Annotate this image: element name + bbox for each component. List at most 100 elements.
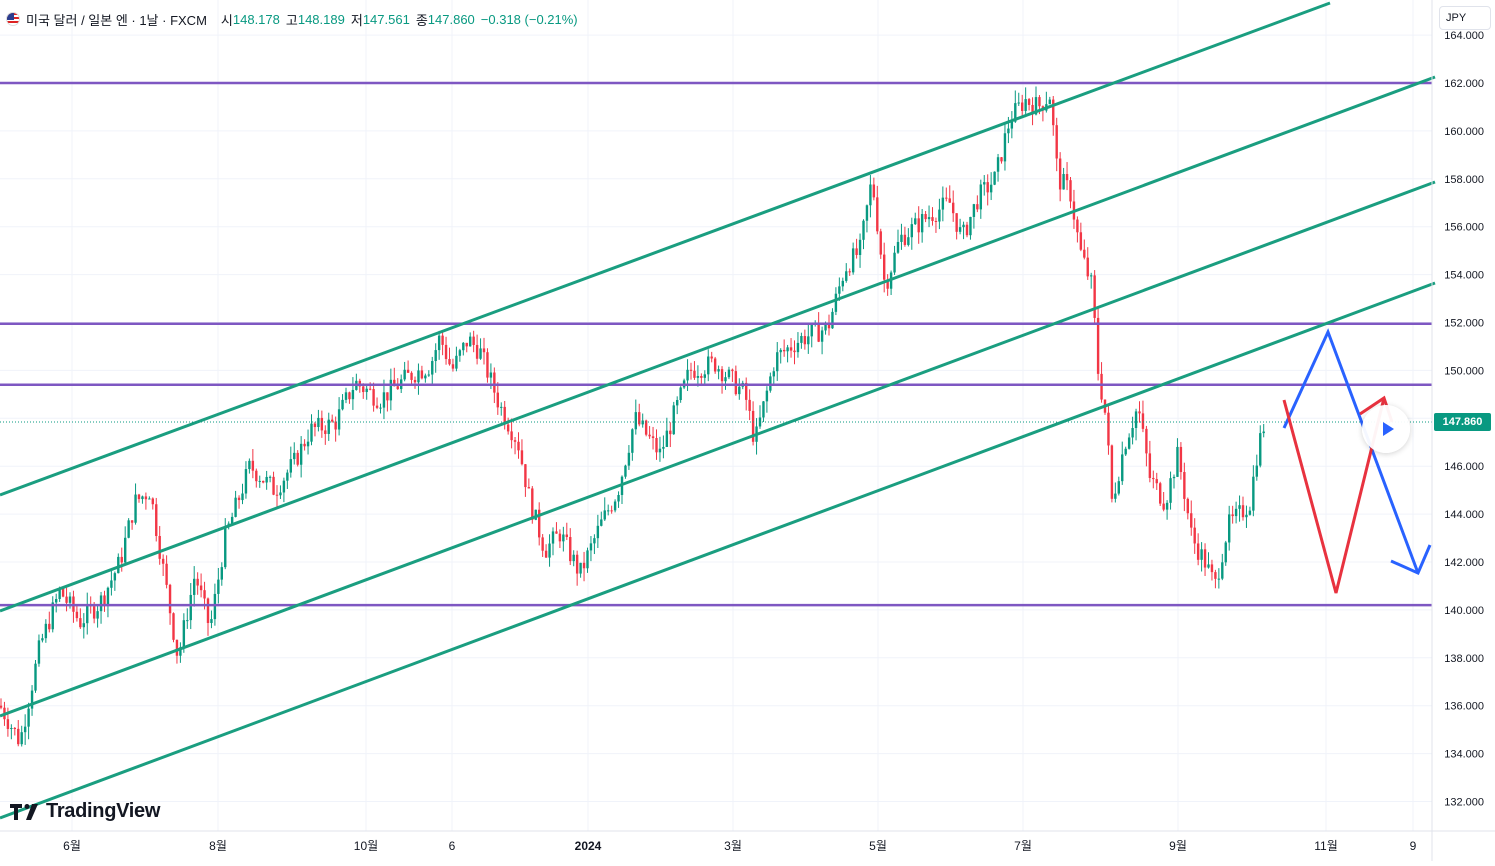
candle-body (258, 480, 261, 482)
candle-body (927, 217, 931, 220)
candle-body (296, 452, 299, 465)
candle-body (224, 526, 227, 568)
price-tick-label: 162.000 (1444, 78, 1484, 90)
candle-body (679, 387, 682, 401)
candle-body (441, 335, 444, 345)
candle-body (1141, 413, 1145, 429)
candle-body (289, 459, 292, 473)
candle-body (820, 330, 824, 342)
candle-body (0, 705, 3, 708)
horizontal-levels (0, 81, 1432, 607)
candle-body (969, 216, 972, 236)
candle-body (834, 293, 838, 312)
price-tick-label: 134.000 (1444, 749, 1484, 761)
candle-body (303, 443, 306, 447)
candle-body (745, 382, 748, 400)
candle-body (17, 728, 20, 745)
price-tick-label: 132.000 (1444, 797, 1484, 809)
candle-body (262, 480, 265, 483)
candle-body (593, 538, 596, 544)
candle-body (1131, 428, 1134, 438)
price-tick-label: 142.000 (1444, 557, 1484, 569)
candle-body (1065, 174, 1069, 181)
candle-body (841, 280, 844, 287)
candle-body (1207, 564, 1210, 568)
candle-body (934, 220, 938, 222)
candle-body (1152, 477, 1155, 480)
candle-body (130, 520, 134, 523)
candle-body (862, 220, 865, 240)
candle-body (644, 420, 648, 435)
candle-body (1090, 275, 1093, 277)
candle-body (748, 399, 751, 411)
candle-body (1048, 99, 1051, 105)
candle-body (989, 184, 993, 193)
channel-line-upper[interactable] (0, 1, 1331, 497)
candle-body (286, 472, 289, 481)
low-label: 저 (350, 12, 363, 28)
candle-body (717, 369, 720, 372)
candle-body (1100, 373, 1103, 400)
candle-body (372, 389, 375, 406)
candle-body (469, 336, 472, 347)
price-tick-label: 152.000 (1444, 318, 1484, 330)
candle-body (624, 465, 627, 477)
candle-body (1093, 275, 1096, 318)
candle-body (241, 493, 244, 501)
candle-body (886, 279, 889, 289)
candle-body (1138, 411, 1141, 414)
candle-body (1210, 564, 1214, 573)
candle-body (417, 370, 420, 383)
candle-body (475, 344, 479, 359)
candle-body (696, 376, 700, 378)
channel-line-3[interactable] (0, 180, 1436, 718)
candle-body (1010, 121, 1014, 129)
time-tick-label: 2024 (575, 839, 602, 853)
candle-body (851, 248, 855, 273)
channel-line-2[interactable] (0, 75, 1436, 613)
blue-projection-path[interactable] (1282, 328, 1420, 574)
candle-body (1096, 317, 1100, 374)
candle-body (51, 602, 54, 630)
candle-body (572, 554, 575, 562)
candle-body (472, 336, 475, 345)
candle-body (348, 392, 351, 400)
candle-body (858, 239, 862, 255)
candle-body (1214, 572, 1217, 579)
candle-body (206, 598, 210, 624)
replay-play-button[interactable] (1362, 405, 1410, 453)
candle-body (824, 322, 827, 331)
candle-body (734, 371, 738, 395)
tradingview-logo: TradingView (10, 800, 160, 823)
candle-body (651, 436, 655, 439)
candle-body (872, 184, 876, 198)
candle-body (1190, 513, 1193, 528)
candle-body (127, 520, 130, 538)
red-projection-path[interactable] (1282, 397, 1386, 594)
candle-body (972, 204, 976, 217)
candle-body (99, 595, 103, 612)
candle-body (575, 554, 579, 574)
candle-body (1038, 97, 1041, 107)
candle-body (124, 537, 127, 563)
candle-body (1172, 476, 1176, 479)
price-tick-label: 158.000 (1444, 174, 1484, 186)
candle-body (607, 510, 610, 512)
currency-button[interactable]: JPY (1439, 6, 1491, 30)
candle-body (920, 214, 924, 233)
candle-body (168, 584, 172, 614)
candle-body (1110, 445, 1114, 499)
candle-body (196, 578, 199, 586)
symbol-title[interactable]: 미국 달러 / 일본 엔 · 1날 · FXCM (26, 12, 207, 28)
candle-body (341, 399, 344, 410)
channel-line-lower[interactable] (0, 281, 1436, 820)
symbol-header[interactable]: 미국 달러 / 일본 엔 · 1날 · FXCM 시 148.178 고 148… (6, 9, 578, 29)
candle-body (230, 516, 234, 524)
candle-body (30, 690, 34, 709)
candle-body (1183, 472, 1186, 499)
candle-body (782, 349, 786, 352)
candle-body (707, 356, 710, 375)
candle-body (1014, 103, 1017, 122)
